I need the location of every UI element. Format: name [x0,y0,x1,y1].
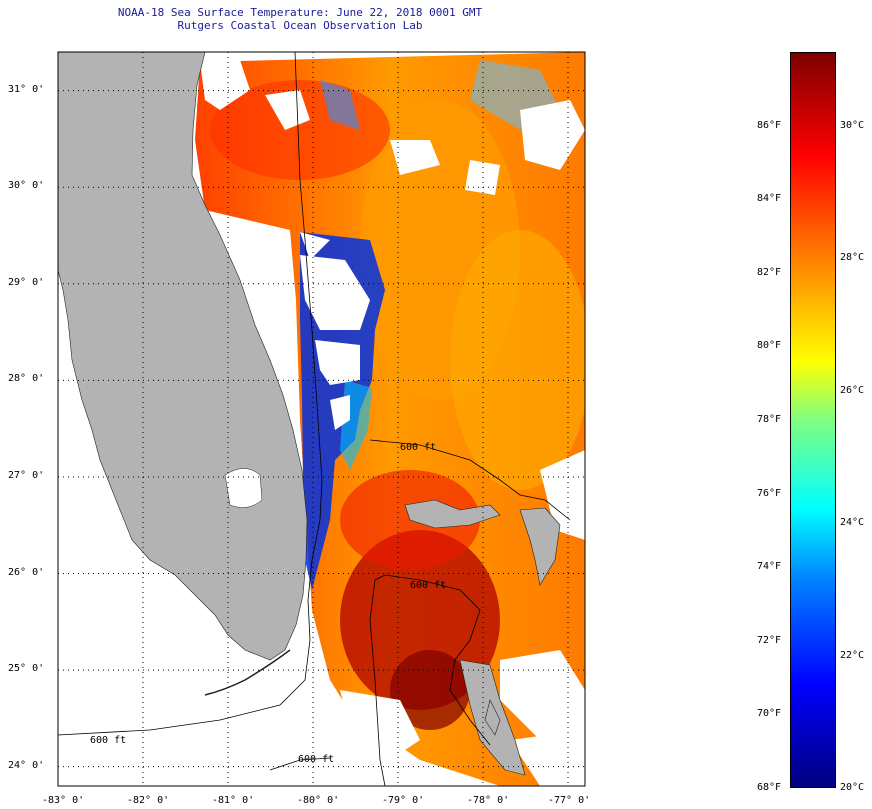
colorbar-f-label: 74°F [757,561,782,573]
map-frame [57,51,586,787]
colorbar-c-label: 20°C [840,782,865,793]
lon-label: -79° 0' [382,795,425,806]
colorbar-c-label: 22°C [840,649,865,661]
lat-label: 26° 0' [8,566,45,578]
colorbar-f-label: 82°F [757,266,782,278]
colorbar-f-label: 80°F [757,340,782,352]
lat-label: 28° 0' [8,373,45,385]
lake-okeechobee [224,468,263,508]
colorbar-f-label: 78°F [757,414,782,425]
map-subtitle: Rutgers Coastal Ocean Observation Lab [177,19,423,32]
colorbar-c-label: 30°C [840,119,865,131]
contour-label: 600 ft [298,754,334,765]
map-title: NOAA-18 Sea Surface Temperature: June 22… [117,6,483,19]
lat-label: 30° 0' [8,180,45,192]
colorbar-c-label: 26°C [840,384,865,396]
lon-label: -81° 0' [212,795,255,806]
lat-label: 24° 0' [8,759,45,771]
bahamas-landmass [404,499,561,776]
lon-label: -78° 0' [467,795,510,806]
sst-swath [195,52,585,786]
contour-label: 600 ft [410,580,446,591]
lon-label: -80° 0' [297,795,340,806]
colorbar-f-label: 68°F [757,782,782,793]
contour-label: 600 ft [400,442,436,453]
colorbar-f-label: 84°F [757,193,782,205]
colorbar-f-label: 72°F [757,634,782,646]
florida-landmass [58,52,308,661]
lon-label: -77° 0' [548,795,591,806]
colorbar-c-label: 24°C [840,517,865,529]
colorbar-f-label: 76°F [757,487,782,499]
florida-keys [204,649,291,696]
depth-contours [58,52,571,786]
colorbar [790,52,836,788]
colorbar-f-label: 86°F [757,119,782,131]
colorbar-c-label: 28°C [840,252,865,264]
colorbar-f-label: 70°F [757,708,782,720]
lat-label: 25° 0' [8,663,45,675]
lon-label: -82° 0' [127,795,170,806]
lat-label: 31° 0' [8,83,45,95]
lat-label: 29° 0' [8,276,45,288]
contour-label: 600 ft [90,735,126,746]
lat-label: 27° 0' [8,469,45,481]
lon-label: -83° 0' [42,795,85,806]
